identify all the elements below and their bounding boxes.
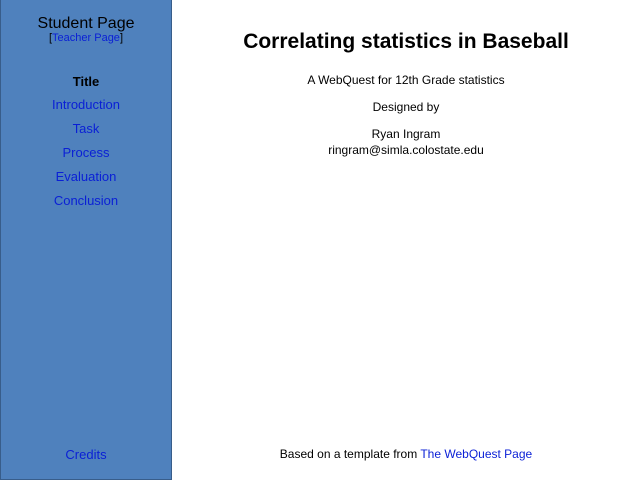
sidebar-item-title: Title <box>72 74 100 89</box>
subtitle: A WebQuest for 12th Grade statistics <box>307 73 505 87</box>
sidebar: Student Page [Teacher Page] Title Introd… <box>0 0 172 480</box>
teacher-page-link[interactable]: Teacher Page <box>52 32 120 44</box>
sidebar-item-process[interactable]: Process <box>62 145 110 160</box>
webquest-page-link[interactable]: The WebQuest Page <box>420 447 533 461</box>
designed-by: Designed by <box>372 100 440 114</box>
sidebar-item-task[interactable]: Task <box>72 121 100 136</box>
teacher-page-link-wrap: [Teacher Page] <box>48 32 123 44</box>
sidebar-item-conclusion[interactable]: Conclusion <box>53 193 119 208</box>
sidebar-item-credits[interactable]: Credits <box>65 447 107 462</box>
sidebar-title: Student Page <box>37 15 135 32</box>
page-title: Correlating statistics in Baseball <box>243 30 569 53</box>
author: Ryan Ingram <box>371 127 441 141</box>
footer-text: Based on a template from <box>279 447 418 461</box>
sidebar-item-introduction[interactable]: Introduction <box>52 97 120 112</box>
footer: Based on a template from The WebQuest Pa… <box>172 447 640 461</box>
sidebar-item-evaluation[interactable]: Evaluation <box>55 169 117 184</box>
email: ringram@simla.colostate.edu <box>328 143 484 157</box>
